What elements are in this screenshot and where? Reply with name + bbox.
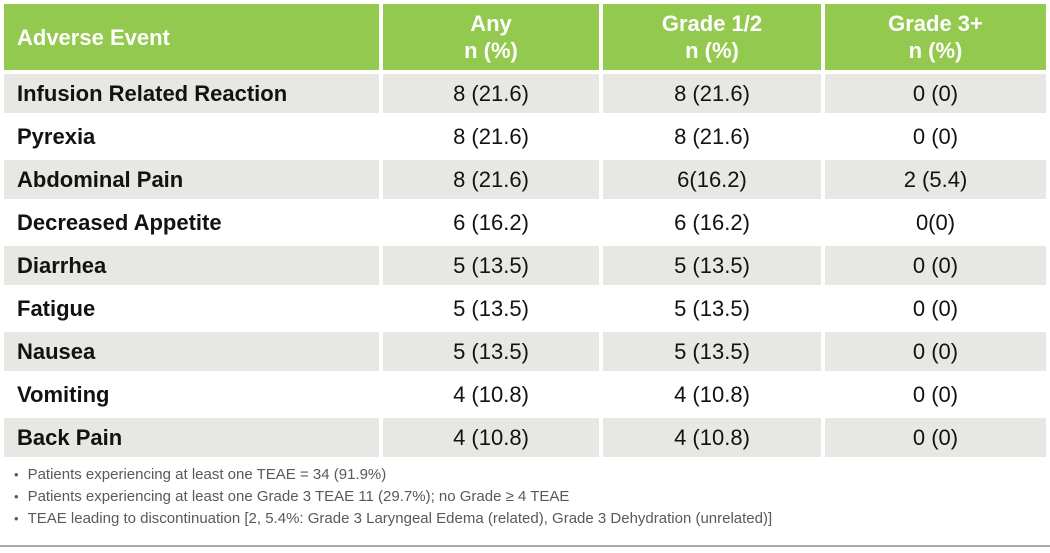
column-header-sublabel: n (%) <box>685 38 739 63</box>
grade-1-2-cell: 4 (10.8) <box>603 418 821 457</box>
table-row: Decreased Appetite 6 (16.2) 6 (16.2) 0(0… <box>4 203 1046 242</box>
grade-1-2-cell: 8 (21.6) <box>603 117 821 156</box>
table-header: Adverse Event Any n (%) Grade 1/2 n (%) … <box>4 4 1046 70</box>
column-header-label: Adverse Event <box>17 24 170 50</box>
column-header-any: Any n (%) <box>383 4 599 70</box>
adverse-event-cell: Back Pain <box>4 418 379 457</box>
grade-3-plus-cell: 2 (5.4) <box>825 160 1046 199</box>
table-row: Abdominal Pain 8 (21.6) 6(16.2) 2 (5.4) <box>4 160 1046 199</box>
grade-1-2-cell: 5 (13.5) <box>603 246 821 285</box>
adverse-event-cell: Nausea <box>4 332 379 371</box>
bullet-icon: • <box>14 489 19 504</box>
footnote-text: Patients experiencing at least one TEAE … <box>27 466 387 483</box>
table-row: Nausea 5 (13.5) 5 (13.5) 0 (0) <box>4 332 1046 371</box>
footnote-teae-discontinuation: • TEAE leading to discontinuation [2, 5.… <box>14 508 1036 530</box>
column-header-label: Grade 1/2 <box>661 11 763 36</box>
adverse-events-table: Adverse Event Any n (%) Grade 1/2 n (%) … <box>4 4 1046 457</box>
any-cell: 4 (10.8) <box>383 375 599 414</box>
adverse-event-cell: Infusion Related Reaction <box>4 74 379 113</box>
any-cell: 8 (21.6) <box>383 74 599 113</box>
adverse-event-cell: Decreased Appetite <box>4 203 379 242</box>
column-header-sublabel: n (%) <box>464 38 518 63</box>
column-header-label: Grade 3+ <box>888 11 983 36</box>
grade-1-2-cell: 4 (10.8) <box>603 375 821 414</box>
grade-3-plus-cell: 0 (0) <box>825 418 1046 457</box>
grade-1-2-cell: 5 (13.5) <box>603 289 821 328</box>
adverse-event-cell: Diarrhea <box>4 246 379 285</box>
any-cell: 4 (10.8) <box>383 418 599 457</box>
table-row: Diarrhea 5 (13.5) 5 (13.5) 0 (0) <box>4 246 1046 285</box>
grade-3-plus-cell: 0 (0) <box>825 246 1046 285</box>
any-cell: 6 (16.2) <box>383 203 599 242</box>
column-header-adverse-event: Adverse Event <box>4 4 379 70</box>
grade-3-plus-cell: 0(0) <box>825 203 1046 242</box>
footnote-text: Patients experiencing at least one Grade… <box>27 488 570 505</box>
table-row: Back Pain 4 (10.8) 4 (10.8) 0 (0) <box>4 418 1046 457</box>
adverse-event-cell: Abdominal Pain <box>4 160 379 199</box>
grade-1-2-cell: 6(16.2) <box>603 160 821 199</box>
any-cell: 8 (21.6) <box>383 160 599 199</box>
grade-1-2-cell: 5 (13.5) <box>603 332 821 371</box>
footnotes: • Patients experiencing at least one TEA… <box>0 464 1050 530</box>
any-cell: 5 (13.5) <box>383 332 599 371</box>
footnote-teae-grade3: • Patients experiencing at least one Gra… <box>14 486 1036 508</box>
table-body: Infusion Related Reaction 8 (21.6) 8 (21… <box>4 74 1046 457</box>
grade-3-plus-cell: 0 (0) <box>825 74 1046 113</box>
any-cell: 5 (13.5) <box>383 289 599 328</box>
footnote-text: TEAE leading to discontinuation [2, 5.4%… <box>27 510 773 527</box>
column-header-sublabel: n (%) <box>908 38 963 63</box>
table-row: Fatigue 5 (13.5) 5 (13.5) 0 (0) <box>4 289 1046 328</box>
header-row: Adverse Event Any n (%) Grade 1/2 n (%) … <box>4 4 1046 70</box>
bullet-icon: • <box>14 511 19 526</box>
grade-3-plus-cell: 0 (0) <box>825 117 1046 156</box>
grade-1-2-cell: 8 (21.6) <box>603 74 821 113</box>
grade-3-plus-cell: 0 (0) <box>825 289 1046 328</box>
grade-1-2-cell: 6 (16.2) <box>603 203 821 242</box>
table-row: Infusion Related Reaction 8 (21.6) 8 (21… <box>4 74 1046 113</box>
column-header-grade-3-plus: Grade 3+ n (%) <box>825 4 1046 70</box>
adverse-event-cell: Fatigue <box>4 289 379 328</box>
bottom-divider <box>0 545 1050 547</box>
bullet-icon: • <box>14 467 19 482</box>
any-cell: 8 (21.6) <box>383 117 599 156</box>
any-cell: 5 (13.5) <box>383 246 599 285</box>
column-header-label: Any <box>470 11 512 36</box>
footnote-teae-any: • Patients experiencing at least one TEA… <box>14 464 1036 486</box>
column-header-grade-1-2: Grade 1/2 n (%) <box>603 4 821 70</box>
table-row: Vomiting 4 (10.8) 4 (10.8) 0 (0) <box>4 375 1046 414</box>
table-row: Pyrexia 8 (21.6) 8 (21.6) 0 (0) <box>4 117 1046 156</box>
grade-3-plus-cell: 0 (0) <box>825 375 1046 414</box>
adverse-event-cell: Vomiting <box>4 375 379 414</box>
adverse-event-cell: Pyrexia <box>4 117 379 156</box>
grade-3-plus-cell: 0 (0) <box>825 332 1046 371</box>
